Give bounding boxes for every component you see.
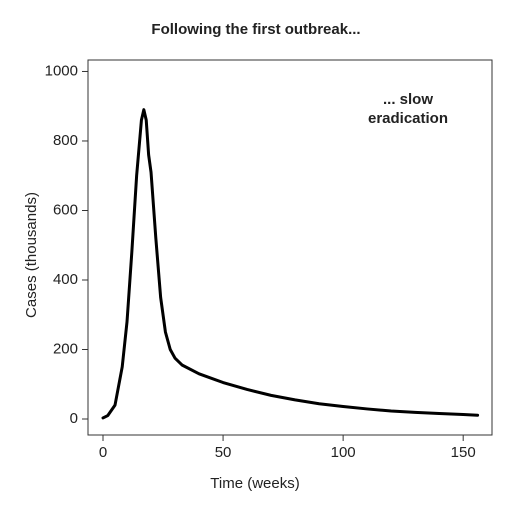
y-tick-label: 1000 (45, 62, 78, 79)
chart-title: Following the first outbreak... (151, 21, 360, 38)
line (101, 108, 480, 420)
x-tick-label: 50 (215, 444, 232, 461)
y-tick-label: 800 (53, 132, 78, 149)
annotation: eradication (368, 110, 448, 127)
x-tick-label: 100 (331, 444, 356, 461)
y-tick-label: 0 (70, 410, 78, 427)
annotation: ... slow (383, 91, 433, 108)
x-tick-label: 150 (451, 444, 476, 461)
y-tick-label: 400 (53, 271, 78, 288)
y-axis-label: Cases (thousands) (23, 192, 40, 318)
x-axis-label: Time (weeks) (210, 475, 299, 492)
y-tick-label: 600 (53, 201, 78, 218)
plot-frame (87, 59, 493, 436)
y-tick-label: 200 (53, 340, 78, 357)
x-tick-label: 0 (99, 444, 107, 461)
